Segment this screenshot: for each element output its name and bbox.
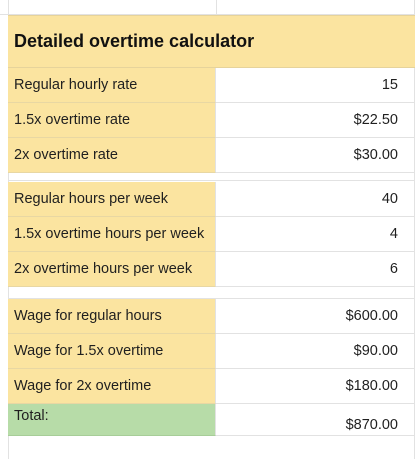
grid-line bbox=[216, 0, 217, 15]
sheet-title[interactable]: Detailed overtime calculator bbox=[8, 15, 415, 68]
table-row: Regular hours per week 40 bbox=[8, 182, 415, 217]
row-label[interactable]: 2x overtime hours per week bbox=[8, 252, 216, 287]
row-label[interactable]: Wage for regular hours bbox=[8, 299, 216, 334]
row-value[interactable]: 6 bbox=[216, 252, 415, 287]
spacer-row[interactable] bbox=[8, 287, 415, 299]
row-label[interactable]: 1.5x overtime hours per week bbox=[8, 217, 216, 252]
table-row: 1.5x overtime hours per week 4 bbox=[8, 217, 415, 252]
row-value[interactable]: $30.00 bbox=[216, 138, 415, 173]
row-label[interactable]: Regular hours per week bbox=[8, 182, 216, 217]
table-row: 2x overtime rate $30.00 bbox=[8, 138, 415, 173]
table-row: Wage for 2x overtime $180.00 bbox=[8, 369, 415, 404]
row-value[interactable]: $90.00 bbox=[216, 334, 415, 369]
total-row: Total: $870.00 bbox=[8, 404, 415, 436]
table-row: 1.5x overtime rate $22.50 bbox=[8, 103, 415, 138]
table-row: Wage for regular hours $600.00 bbox=[8, 299, 415, 334]
row-label[interactable]: 2x overtime rate bbox=[8, 138, 216, 173]
row-value[interactable]: $22.50 bbox=[216, 103, 415, 138]
row-value[interactable]: $180.00 bbox=[216, 369, 415, 404]
row-value[interactable]: 4 bbox=[216, 217, 415, 252]
grid-line bbox=[0, 14, 415, 15]
total-label[interactable]: Total: bbox=[8, 404, 216, 436]
spacer-row[interactable] bbox=[8, 173, 415, 181]
table-row: Regular hourly rate 15 bbox=[8, 68, 415, 103]
row-label[interactable]: 1.5x overtime rate bbox=[8, 103, 216, 138]
total-value[interactable]: $870.00 bbox=[216, 404, 415, 436]
table-row: Wage for 1.5x overtime $90.00 bbox=[8, 334, 415, 369]
row-label[interactable]: Wage for 1.5x overtime bbox=[8, 334, 216, 369]
row-value[interactable]: 40 bbox=[216, 182, 415, 217]
row-value[interactable]: $600.00 bbox=[216, 299, 415, 334]
row-value[interactable]: 15 bbox=[216, 68, 415, 103]
row-label[interactable]: Regular hourly rate bbox=[8, 68, 216, 103]
row-label[interactable]: Wage for 2x overtime bbox=[8, 369, 216, 404]
table-row: 2x overtime hours per week 6 bbox=[8, 252, 415, 287]
